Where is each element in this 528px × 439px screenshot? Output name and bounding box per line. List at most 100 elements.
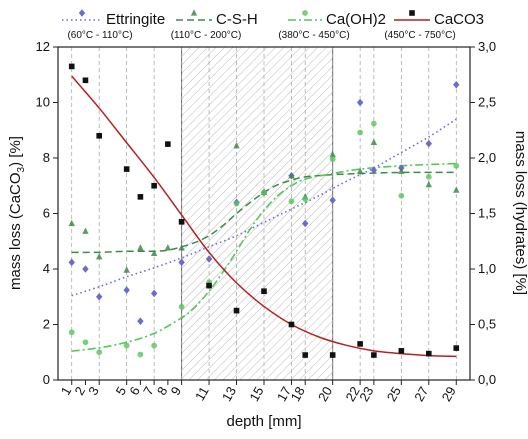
ettringite-legend-range: (60°C - 110°C) [67,30,132,41]
ca-oh-2-point [329,156,336,163]
caco3-point [233,307,240,314]
caco3-point [68,63,75,70]
x-tick-label: 13 [219,384,239,404]
ettringite-point [178,258,185,267]
c-s-h-point [233,141,240,149]
ca-oh-2-point [82,339,89,346]
left-y-tick-label: 4 [43,261,50,276]
ettringite-point [82,265,89,273]
caco3-point [137,194,144,200]
right-y-tick-label: 0,5 [478,317,496,332]
x-tick-label: 3 [85,384,102,398]
ettringite-point [150,289,158,298]
ca-oh-2-point [151,342,158,349]
c-s-h-point [425,180,432,188]
c-s-h-point [398,167,405,174]
caco3-point [453,345,460,351]
caco3-point [426,350,432,357]
caco3-point [151,182,157,189]
ettringite-point [205,255,213,263]
c-s-h-point [370,138,378,146]
c-s-h-point [288,171,295,179]
ca-oh-2-point [302,196,309,202]
left-y-tick-label: 6 [43,206,50,221]
c-s-h-point [96,252,103,260]
c-s-h-point [329,150,336,158]
ettringite-point [453,80,460,89]
ca-oh-2-point [68,329,75,336]
caco3-point [261,288,267,294]
ca-oh-2-point [137,351,144,358]
left-y-tick-label: 10 [36,95,50,110]
right-y-tick-label: 1,5 [478,206,496,221]
caco3-fit-line [71,75,457,358]
ca-oh-2-point [398,192,405,199]
c-s-h-legend-range: (110°C - 200°C) [171,30,242,41]
ca-oh-2-point [425,173,432,180]
ca-oh-2-point [288,198,295,205]
caco3-point [82,77,89,84]
ca-oh-2-point [453,162,460,169]
caco3-point [178,219,185,225]
x-tick-label: 23 [356,384,376,404]
caco3-point [165,141,171,147]
ettringite-legend-marker [78,9,86,17]
ettringite-point [137,317,144,325]
right-y-tick-label: 2,5 [478,95,496,110]
caco3-point [96,133,102,139]
c-s-h-legend-marker [190,9,198,16]
ca-oh-2-fit-line [71,162,457,352]
x-tick-label: 29 [439,384,459,404]
left-axis-title: mass loss (CaCO3) [%] [7,136,27,290]
ca-oh-2-point [370,120,377,127]
caco3-point [123,166,130,172]
caco3-point [398,348,405,354]
ca-oh-2-point [357,129,364,136]
ettringite-point [425,139,432,148]
x-tick-label: 15 [246,384,266,404]
c-s-h-point [150,249,158,257]
left-y-tick-label: 12 [36,39,50,54]
ca-oh-2-point [123,342,130,349]
right-y-tick-label: 2,0 [478,150,496,165]
x-tick-label: 11 [192,384,212,403]
x-axis-title: depth [mm] [226,413,301,430]
x-tick-label: 17 [274,384,294,404]
c-s-h-point [164,244,172,251]
ca-oh-2-point [178,303,185,310]
ettringite-point [302,219,309,228]
ettringite-point [96,292,103,301]
x-tick-label: 25 [384,384,404,404]
c-s-h-point [356,167,364,174]
x-tick-label: 9 [168,384,185,398]
ca-oh-2-legend-marker [302,10,308,16]
legend: Ettringite (60°C - 110°C) C-S-H (110°C - 20… [62,9,484,41]
right-y-tick-label: 1,0 [478,261,496,276]
ca-oh-2-legend-range: (380°C - 450°C) [278,30,349,41]
data-points [68,63,460,358]
ca-oh-2-legend-label: Ca(OH)2 [326,11,386,28]
caco3-point [206,282,212,289]
caco3-point [357,341,363,347]
c-s-h-point [123,266,130,273]
caco3-point [371,352,377,358]
c-s-h-point [178,244,185,251]
ettringite-point [123,286,130,294]
caco3-legend-marker [409,10,415,16]
ca-oh-2-point [96,349,103,356]
caco3-point [302,352,308,358]
x-tick-label: 18 [288,384,308,404]
c-s-h-point [453,186,460,193]
ettringite-point [370,166,378,175]
ca-oh-2-point [261,189,267,196]
c-s-h-point [82,227,89,234]
left-y-tick-label: 2 [43,317,50,332]
x-tick-label: 27 [411,384,431,404]
left-y-tick-label: 8 [43,150,50,165]
shaded-depth-region [181,46,334,381]
x-tick-label: 22 [343,384,363,404]
c-s-h-point [68,219,75,227]
ettringite-legend-label: Ettringite [106,11,165,28]
